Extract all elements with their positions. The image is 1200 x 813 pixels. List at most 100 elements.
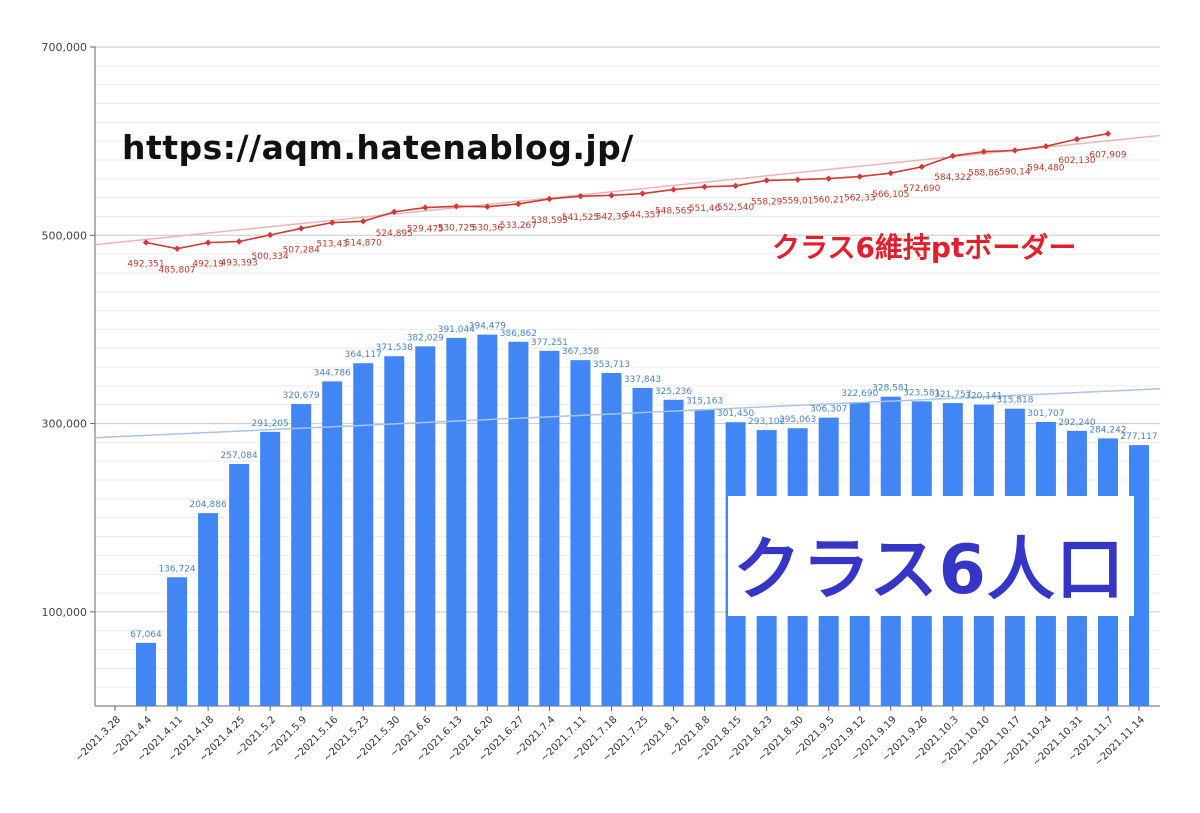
bar-value-label: 367,358 (562, 347, 599, 357)
line-value-label: 493,393 (221, 259, 258, 269)
line-value-label: 530,36 (472, 224, 504, 234)
bar-value-label: 320,141 (965, 392, 1002, 402)
bar (663, 399, 684, 706)
bar-value-label: 325,236 (655, 387, 692, 397)
line-value-label: 529,475 (407, 225, 444, 235)
line-value-label: 594,480 (1027, 163, 1064, 173)
line-point (1042, 143, 1050, 150)
line-value-label: 544,357 (624, 211, 661, 221)
line-trendline (94, 134, 1161, 246)
line-point (608, 192, 615, 199)
line-value-label: 513,43 (316, 240, 348, 250)
bar (601, 373, 622, 706)
bar (477, 334, 498, 706)
line-point (887, 169, 894, 177)
line-value-label: 500,334 (252, 252, 289, 262)
bar (446, 337, 467, 706)
bar-value-label: 306,307 (810, 405, 847, 415)
line-value-label: 533,267 (500, 221, 537, 231)
line-value-label: 514,870 (345, 238, 382, 248)
line-point (732, 182, 739, 190)
line-point (266, 231, 274, 239)
line-point (422, 204, 429, 211)
line-value-label: 485,807 (158, 266, 195, 276)
bar-value-label: 364,117 (345, 350, 382, 360)
bar (167, 577, 188, 706)
bar-value-label: 291,205 (252, 419, 289, 429)
bar (136, 642, 157, 706)
bar-value-label: 391,044 (438, 325, 475, 335)
line-series (145, 132, 1109, 250)
line-point (204, 239, 212, 246)
line-point (173, 245, 181, 252)
line-point (235, 238, 243, 245)
line-point (391, 208, 398, 216)
bar (539, 350, 560, 706)
bar (694, 409, 715, 706)
bar-value-label: 204,886 (189, 500, 226, 510)
bar-value-label: 293,102 (748, 417, 785, 427)
line-point (1104, 130, 1112, 137)
line-point (670, 186, 677, 193)
bar-value-label: 277,117 (1120, 432, 1157, 442)
bar (322, 381, 343, 706)
bar-value-label: 257,084 (221, 451, 258, 461)
url-annotation: https://aqm.hatenablog.jp/ (122, 128, 634, 167)
line-value-label: 602,130 (1058, 156, 1095, 166)
line-point (949, 152, 957, 160)
bar (198, 513, 219, 706)
line-value-label: 552,540 (717, 203, 754, 213)
bar-value-label: 322,690 (841, 389, 878, 399)
line-value-label: 562,33 (844, 194, 876, 204)
bar-value-label: 377,251 (531, 338, 568, 348)
bar-value-label: 386,862 (500, 329, 537, 339)
bar (632, 387, 653, 706)
line-point (763, 177, 770, 184)
line-point (1011, 147, 1019, 154)
bar-value-label: 301,707 (1027, 409, 1064, 419)
bar-value-label: 321,757 (934, 390, 971, 400)
bar (291, 404, 312, 706)
bar-value-label: 320,679 (283, 391, 320, 401)
ytick-label: 700,000 (42, 41, 88, 54)
line-value-label: 530,725 (438, 223, 475, 233)
line-point (918, 163, 925, 171)
bar (508, 341, 529, 706)
bar-value-label: 315,163 (686, 396, 723, 406)
line-value-label: 507,284 (283, 245, 320, 255)
line-value-label: 558,29 (751, 197, 783, 207)
line-point (577, 192, 584, 200)
bar-value-label: 136,724 (158, 564, 195, 574)
line-value-label: 524,895 (376, 229, 413, 239)
bar-value-label: 394,479 (469, 322, 506, 332)
bar (384, 356, 405, 706)
line-value-label: 566,105 (872, 190, 909, 200)
bar (1129, 445, 1149, 706)
bar-value-label: 301,450 (717, 409, 754, 419)
bar (260, 431, 281, 706)
bar-value-label: 382,029 (407, 333, 444, 343)
bar-value-label: 371,538 (376, 343, 413, 353)
line-value-label: 584,322 (934, 173, 971, 183)
line-value-label: 542,39 (596, 212, 628, 222)
ytick-label: 500,000 (42, 229, 88, 242)
line-value-label: 590,14 (999, 167, 1031, 177)
line-value-label: 559,01 (782, 197, 814, 207)
bar-value-label: 344,786 (314, 368, 351, 378)
line-point (701, 183, 708, 191)
bar-value-label: 67,064 (130, 630, 162, 640)
line-point (856, 173, 863, 180)
line-point (453, 203, 460, 210)
bar-value-label: 337,843 (624, 375, 661, 385)
line-point (297, 225, 305, 232)
line-value-label: 607,909 (1089, 151, 1126, 161)
bar-value-label: 284,242 (1089, 425, 1126, 435)
line-value-label: 548,565 (655, 207, 692, 217)
ytick-label: 100,000 (42, 606, 88, 619)
line-point (546, 195, 553, 203)
line-value-label: 572,690 (903, 184, 940, 194)
line-point (329, 219, 336, 226)
bar-value-label: 323,581 (903, 388, 940, 398)
line-value-label: 588,86 (968, 169, 1000, 179)
